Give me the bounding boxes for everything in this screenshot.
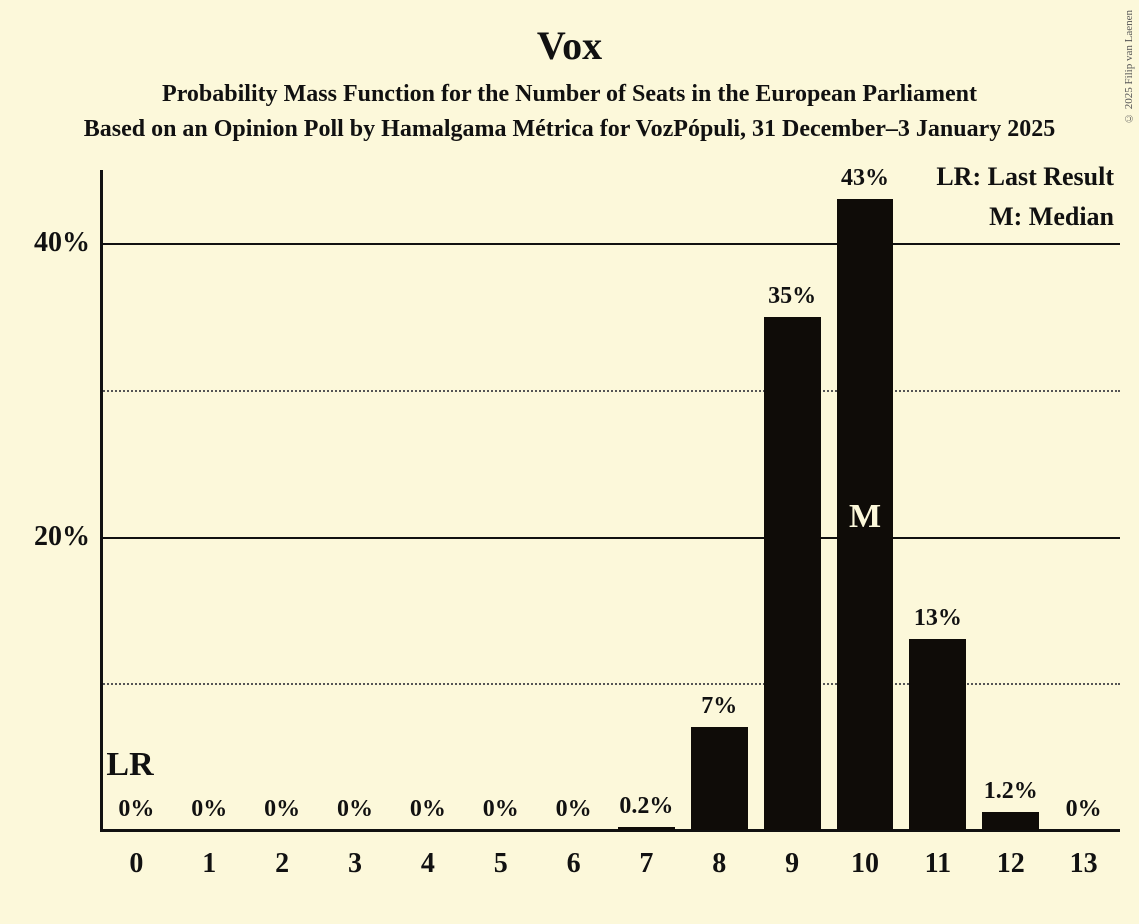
- x-axis-tick-label: 0: [100, 848, 173, 880]
- legend-last-result: LR: Last Result: [936, 162, 1114, 192]
- gridline-minor: [100, 390, 1120, 392]
- bar-value-label: 0%: [173, 796, 246, 823]
- chart-plot-area: 20%40%0%00%10%20%30%40%50%60.2%77%835%94…: [100, 170, 1120, 910]
- bar-value-label: 13%: [901, 605, 974, 632]
- x-axis-tick-label: 4: [391, 848, 464, 880]
- y-axis-tick-label: 20%: [15, 521, 90, 553]
- x-axis-tick-label: 9: [756, 848, 829, 880]
- bar: [909, 639, 966, 830]
- gridline-major: [100, 537, 1120, 539]
- y-axis-line: [100, 170, 103, 830]
- bar-value-label: 35%: [756, 283, 829, 310]
- bar-value-label: 0%: [537, 796, 610, 823]
- x-axis-tick-label: 13: [1047, 848, 1120, 880]
- x-axis-tick-label: 7: [610, 848, 683, 880]
- bar-value-label: 0%: [100, 796, 173, 823]
- legend-median: M: Median: [989, 202, 1114, 232]
- x-axis-tick-label: 12: [974, 848, 1047, 880]
- x-axis-line: [100, 829, 1120, 832]
- bar-value-label: 0%: [319, 796, 392, 823]
- gridline-minor: [100, 683, 1120, 685]
- bar-value-label: 43%: [829, 165, 902, 192]
- chart-title: Vox: [0, 0, 1139, 69]
- last-result-marker: LR: [106, 746, 153, 784]
- bar-value-label: 0%: [464, 796, 537, 823]
- y-axis-tick-label: 40%: [15, 227, 90, 259]
- x-axis-tick-label: 8: [683, 848, 756, 880]
- chart-subtitle-2: Based on an Opinion Poll by Hamalgama Mé…: [0, 116, 1139, 143]
- bar-value-label: 1.2%: [974, 778, 1047, 805]
- bar-value-label: 0%: [246, 796, 319, 823]
- x-axis-tick-label: 6: [537, 848, 610, 880]
- bar-value-label: 7%: [683, 693, 756, 720]
- median-marker: M: [829, 498, 902, 536]
- x-axis-tick-label: 1: [173, 848, 246, 880]
- bar: [764, 317, 821, 830]
- bar: [691, 727, 748, 830]
- x-axis-tick-label: 2: [246, 848, 319, 880]
- copyright-text: © 2025 Filip van Laenen: [1123, 10, 1135, 124]
- bar: [618, 827, 675, 830]
- bar-value-label: 0.2%: [610, 793, 683, 820]
- bar-value-label: 0%: [1047, 796, 1120, 823]
- bar: [982, 812, 1039, 830]
- x-axis-tick-label: 5: [464, 848, 537, 880]
- chart-subtitle-1: Probability Mass Function for the Number…: [0, 81, 1139, 108]
- x-axis-tick-label: 10: [829, 848, 902, 880]
- x-axis-tick-label: 3: [319, 848, 392, 880]
- gridline-major: [100, 243, 1120, 245]
- bar-value-label: 0%: [391, 796, 464, 823]
- x-axis-tick-label: 11: [901, 848, 974, 880]
